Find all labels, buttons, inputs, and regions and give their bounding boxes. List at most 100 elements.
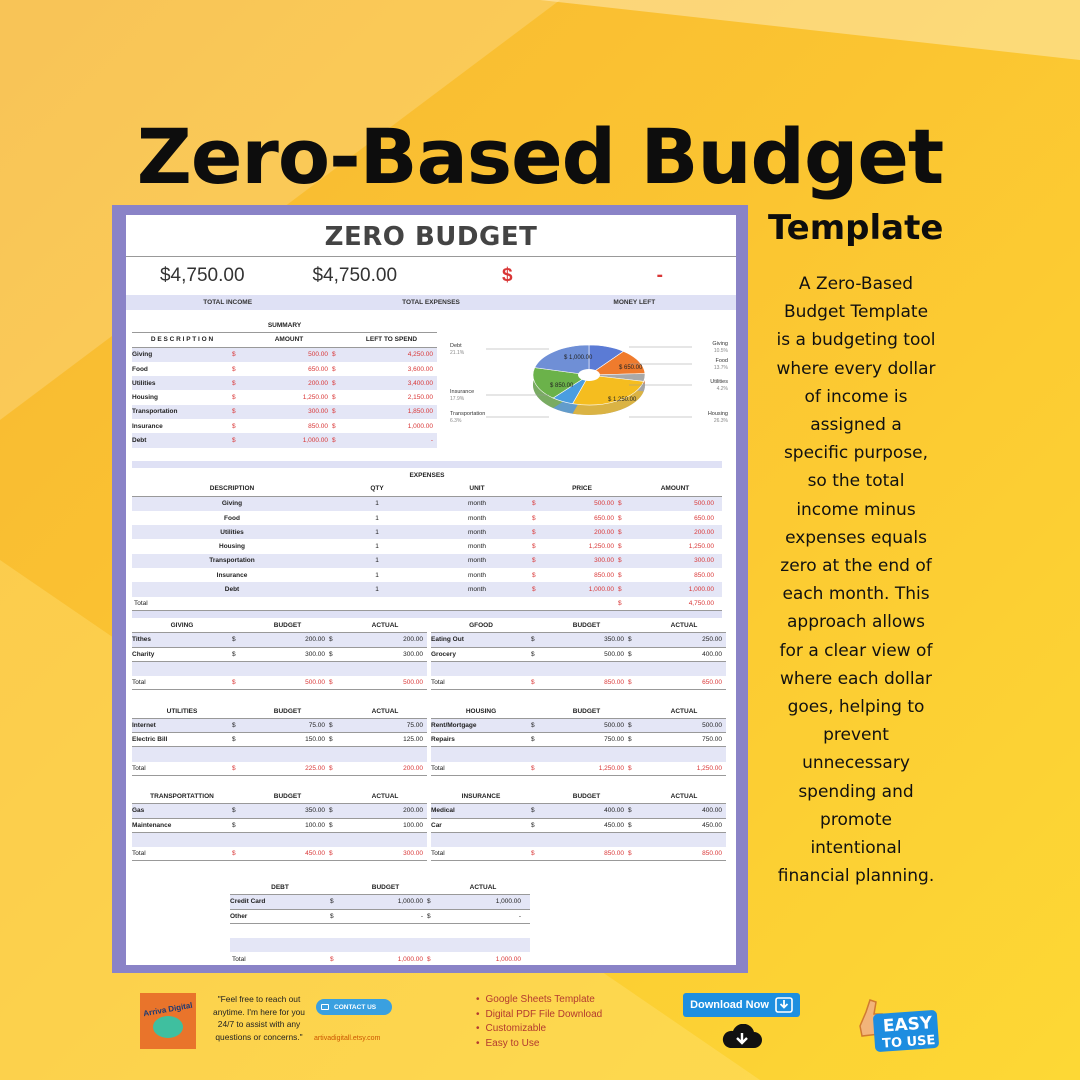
total-budget: 450.00 [305, 850, 325, 858]
feature-item: Customizable [476, 1022, 602, 1037]
budget-value: 100.00 [305, 821, 325, 829]
left-to-spend-value: 3,400.00 [407, 379, 433, 387]
actual-value: 125.00 [403, 736, 423, 744]
dollar-sign: $ [628, 807, 632, 815]
bg-shape [540, 0, 1080, 60]
dollar-sign: $ [232, 807, 236, 815]
category-pair: UTILITIES BUDGET ACTUAL Internet $75.00 $75.0… [132, 704, 726, 776]
dollar-sign: $ [628, 764, 632, 772]
category-header: HOUSING BUDGET ACTUAL [431, 704, 726, 719]
budget-value: 450.00 [604, 821, 624, 829]
row-label: Transportation [209, 557, 255, 565]
expenses-table: EXPENSES DESCRIPTION QTY UNIT PRICE AMOU… [132, 461, 722, 618]
dollar-sign: $ [332, 394, 336, 402]
contact-us-button[interactable]: CONTACT US [316, 999, 392, 1015]
left-to-spend-value: 1,850.00 [407, 408, 433, 416]
unit-value: month [467, 500, 487, 508]
pie-percent-label: 13.7% [714, 365, 729, 371]
dollar-sign: $ [618, 557, 622, 565]
pie-category-label: Food [715, 358, 728, 364]
qty-value: 1 [375, 586, 379, 594]
budget-value: 400.00 [604, 807, 624, 815]
category-title: HOUSING [465, 707, 497, 715]
dollar-sign: $ [329, 807, 333, 815]
row-label: Car [431, 821, 442, 829]
dollar-sign: $ [628, 850, 632, 858]
col-actual: ACTUAL [371, 622, 399, 630]
budget-value: 500.00 [604, 650, 624, 658]
col-qty: QTY [370, 485, 384, 493]
dollar-sign: $ [232, 408, 236, 416]
category-total-row: Total $850.00 $850.00 [431, 847, 726, 862]
col-budget: BUDGET [572, 622, 601, 630]
left-to-spend-value: 4,250.00 [407, 351, 433, 359]
category-row: Repairs $750.00 $750.00 [431, 733, 726, 748]
row-label: Giving [221, 500, 243, 508]
category-table: GFOOD BUDGET ACTUAL Eating Out $350.00 $250.0… [431, 619, 726, 691]
unit-value: month [467, 514, 487, 522]
row-label: Debt [224, 586, 240, 594]
actual-value: 400.00 [702, 650, 722, 658]
feature-item: Google Sheets Template [476, 993, 602, 1008]
total-budget: 850.00 [604, 850, 624, 858]
unit-value: month [467, 586, 487, 594]
contact-label: CONTACT US [334, 1003, 377, 1011]
qty-value: 1 [375, 571, 379, 579]
unit-value: month [467, 528, 487, 536]
dollar-sign: $ [531, 850, 535, 858]
dollar-sign: $ [232, 850, 236, 858]
dollar-sign: $ [532, 514, 536, 522]
summary-row: Transportation $300.00 $1,850.00 [132, 404, 437, 420]
pie-slice-debt [534, 344, 590, 376]
download-now-button[interactable]: Download Now [683, 993, 800, 1017]
dollar-sign: $ [531, 764, 535, 772]
unit-value: month [467, 571, 487, 579]
total-label: Total [431, 764, 445, 772]
budget-value: 1,000.00 [397, 898, 423, 906]
budget-value: 150.00 [305, 736, 325, 744]
main-title: Zero-Based Budget [136, 112, 944, 201]
dollar-sign: $ [329, 650, 333, 658]
category-row: Charity $300.00 $300.00 [132, 648, 427, 662]
total-label: Total [132, 850, 146, 858]
download-label: Download Now [690, 999, 769, 1011]
amount-value: 1,250.00 [688, 543, 714, 551]
summary-row: Debt $1,000.00 $ - [132, 433, 437, 448]
dollar-sign: $ [618, 571, 622, 579]
col-actual: ACTUAL [371, 793, 399, 801]
shop-link[interactable]: artivadigitall.etsy.com [314, 1035, 381, 1042]
actual-value: 500.00 [702, 721, 722, 729]
pie-percent-label: 26.3% [714, 418, 729, 424]
actual-value: 75.00 [406, 721, 423, 729]
category-header: TRANSPORTATTION BUDGET ACTUAL [132, 790, 427, 805]
expense-row: Utilities 1 month $200.00 $200.00 [132, 525, 722, 540]
row-label: Gas [132, 807, 145, 815]
budget-value: 750.00 [604, 736, 624, 744]
expenses-title: EXPENSES [132, 468, 722, 482]
brand-logo: Arriva Digital [140, 993, 196, 1049]
row-label: Utilities [132, 379, 156, 387]
pie-category-label: Transportation [450, 411, 485, 417]
dollar-sign: $ [532, 528, 536, 536]
blank-row [230, 924, 530, 938]
price-value: 1,000.00 [588, 586, 614, 594]
price-value: 200.00 [594, 528, 614, 536]
dollar-sign: $ [628, 721, 632, 729]
pie-category-label: Debt [450, 343, 462, 349]
row-label: Insurance [132, 422, 163, 430]
blank-row [431, 832, 726, 848]
support-quote: "Feel free to reach out anytime. I'm her… [213, 994, 305, 1042]
left-to-spend-value: 1,000.00 [407, 422, 433, 430]
row-label: Food [224, 514, 240, 522]
qty-value: 1 [375, 543, 379, 551]
category-tables: GIVING BUDGET ACTUAL Tithes $200.00 $200.00 Ch… [132, 619, 726, 875]
category-total-row: Total $500.00 $500.00 [132, 676, 427, 691]
row-label: Giving [132, 351, 153, 359]
dollar-sign: $ [329, 721, 333, 729]
category-title: UTILITIES [166, 707, 198, 715]
actual-value: 200.00 [403, 807, 423, 815]
total-expenses-value: $4,750.00 [312, 265, 398, 286]
qty-value: 1 [375, 500, 379, 508]
pie-percent-label: 17.9% [450, 396, 465, 402]
category-table: GIVING BUDGET ACTUAL Tithes $200.00 $200.00 Ch… [132, 619, 427, 691]
